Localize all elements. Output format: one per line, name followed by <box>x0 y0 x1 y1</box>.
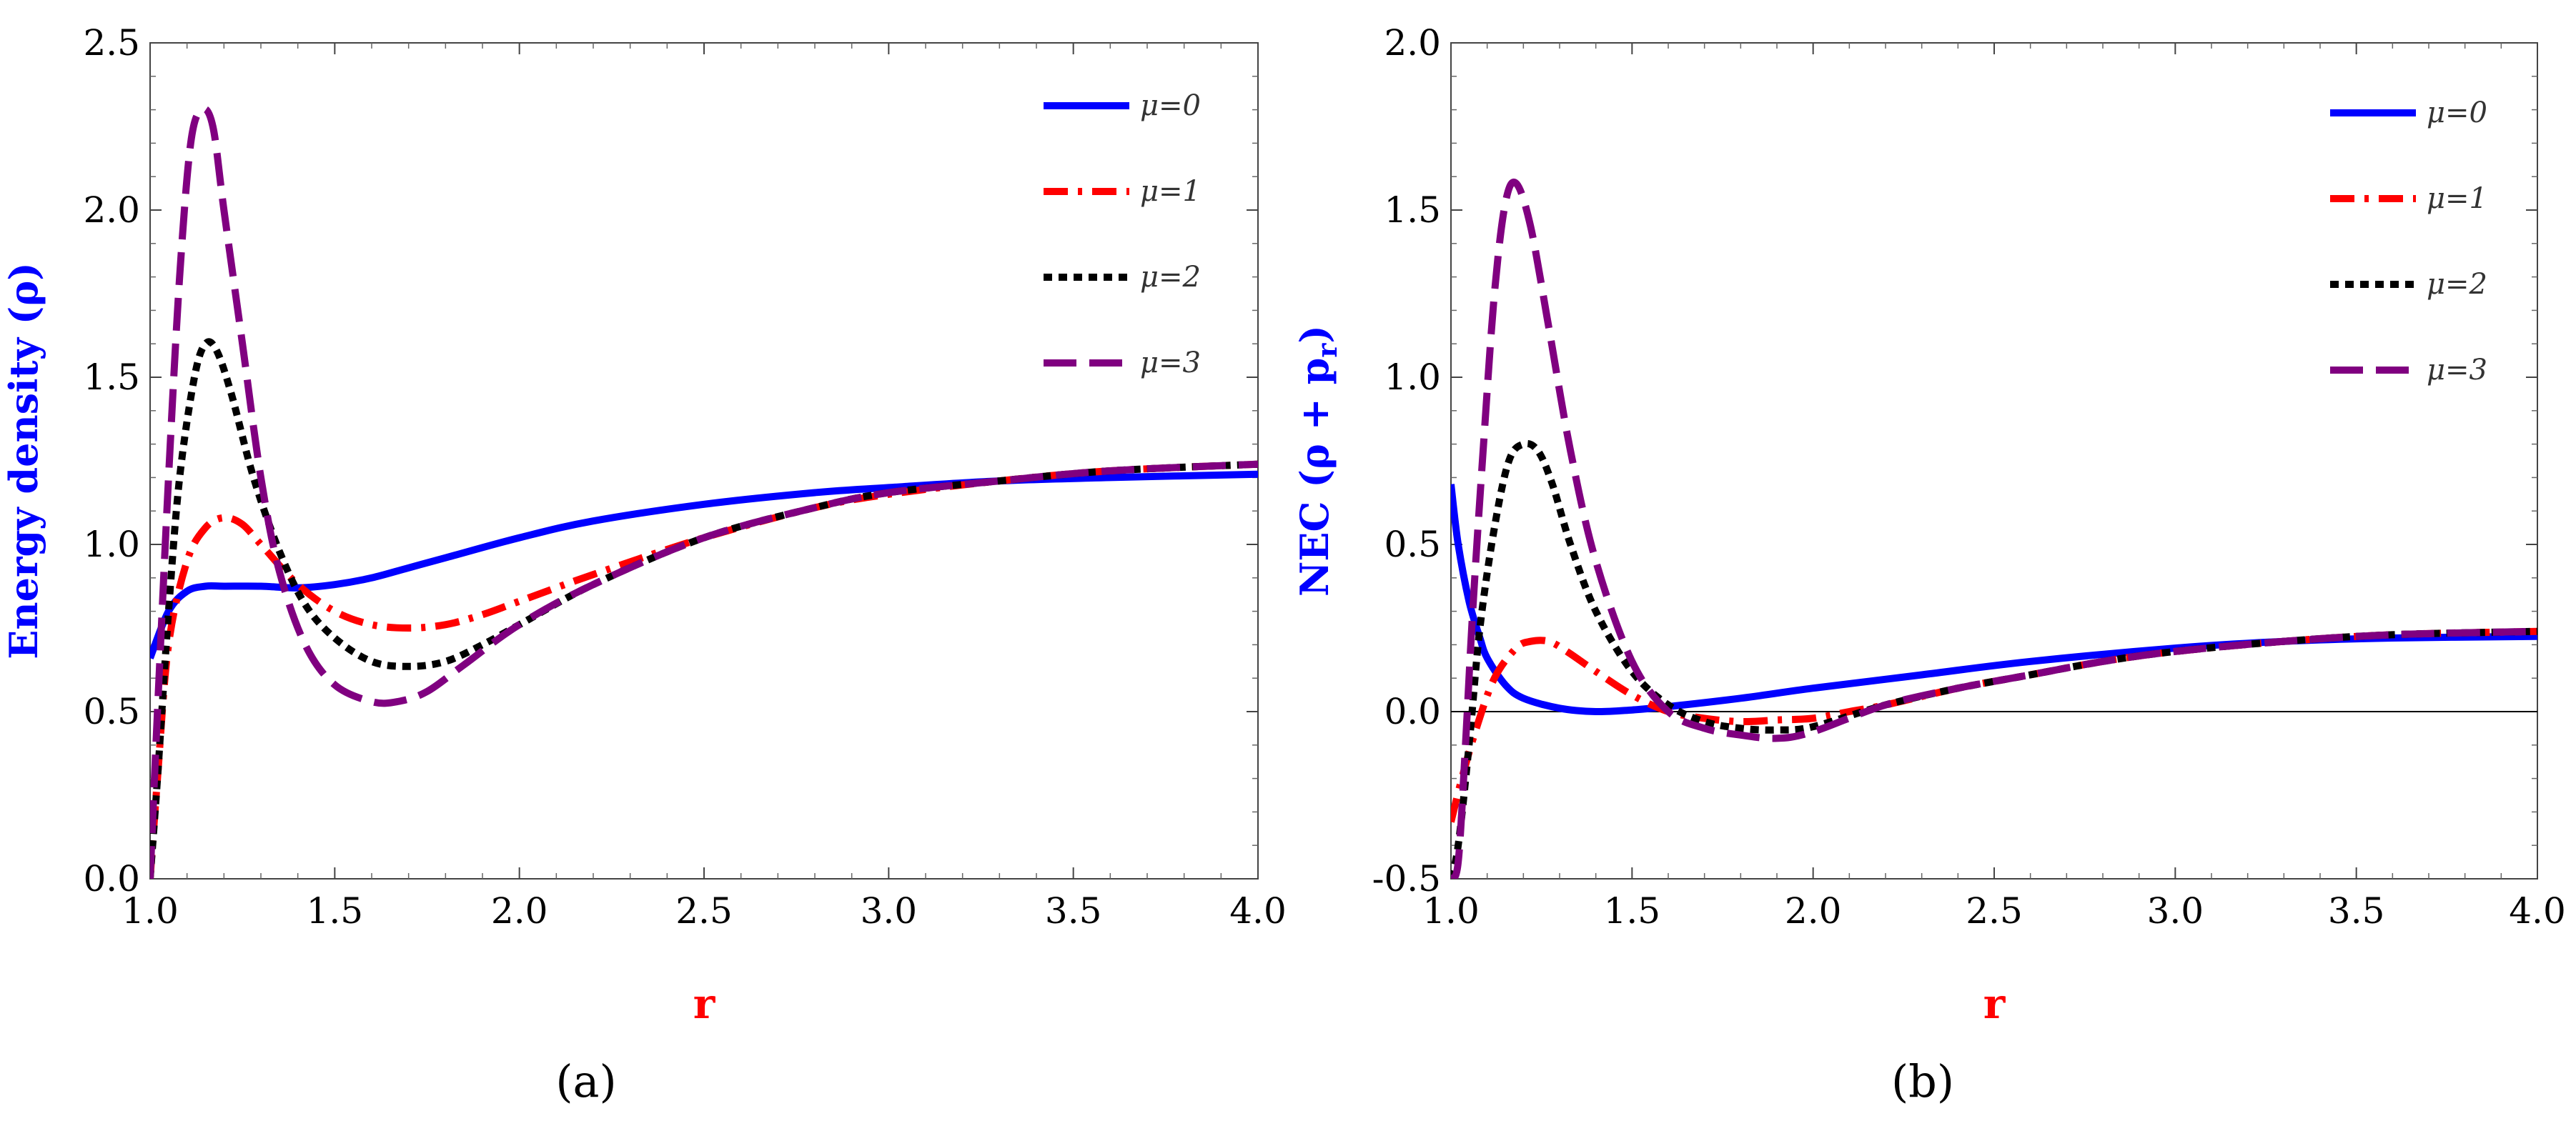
y-tick-label: 0.5 <box>83 691 140 732</box>
y-tick-label: -0.5 <box>1372 858 1441 900</box>
x-axis-title-a: r <box>693 980 716 1028</box>
legend-label-mu1: μ=1 <box>2427 182 2487 215</box>
panel-caption-a: (a) <box>555 1055 616 1107</box>
y-tick-label: 1.5 <box>1384 189 1441 231</box>
x-tick-label: 1.5 <box>1604 890 1661 932</box>
chart-panel-b: 1.0 1.5 2.0 2.5 3.0 3.5 4.0 -0.5 0.0 0.5 1.0 1.5 2.… <box>1292 22 2566 1107</box>
y-tick-label: 0.0 <box>1384 691 1441 732</box>
x-tick-label: 1.0 <box>1422 890 1480 932</box>
legend-b: μ=0 μ=1 μ=2 μ=3 <box>2330 96 2487 387</box>
y-tick-label: 0.5 <box>1384 524 1441 565</box>
y-tick-label: 2.0 <box>83 189 140 231</box>
x-tick-label: 2.0 <box>491 890 548 932</box>
x-tick-label: 4.0 <box>1229 890 1287 932</box>
legend-label-mu0: μ=0 <box>1140 89 1201 122</box>
x-tick-label: 1.5 <box>307 890 364 932</box>
x-tick-labels-a: 1.0 1.5 2.0 2.5 3.0 3.5 4.0 <box>122 890 1287 932</box>
x-tick-labels-b: 1.0 1.5 2.0 2.5 3.0 3.5 4.0 <box>1422 890 2566 932</box>
y-tick-labels-b: -0.5 0.0 0.5 1.0 1.5 2.0 <box>1372 22 1441 900</box>
y-tick-label: 1.5 <box>83 357 140 398</box>
panel-caption-b: (b) <box>1891 1055 1954 1107</box>
x-tick-label: 3.0 <box>861 890 918 932</box>
y-axis-title-b: NEC (ρ + pr) <box>1292 325 1343 597</box>
x-tick-label: 2.0 <box>1785 890 1842 932</box>
series-line-mu3 <box>150 105 1258 879</box>
x-tick-label: 1.0 <box>122 890 179 932</box>
y-tick-label: 2.5 <box>83 22 140 64</box>
chart-panel-a: 1.0 1.5 2.0 2.5 3.0 3.5 4.0 0.0 0.5 1.0 1.5 2.0 2.5… <box>1 22 1287 1107</box>
legend-label-mu3: μ=3 <box>2427 354 2487 387</box>
legend-label-mu2: μ=2 <box>1140 261 1201 294</box>
series-group-a <box>150 105 1258 879</box>
x-tick-label: 4.0 <box>2509 890 2566 932</box>
y-axis-title-a: Energy density (ρ) <box>1 262 46 659</box>
legend-label-mu3: μ=3 <box>1140 347 1201 379</box>
legend-label-mu1: μ=1 <box>1140 175 1201 208</box>
legend-label-mu0: μ=0 <box>2427 96 2487 129</box>
y-tick-label: 1.0 <box>1384 357 1441 398</box>
x-axis-title-b: r <box>1983 980 2006 1028</box>
y-tick-label: 0.0 <box>83 858 140 900</box>
series-group-b <box>1451 179 2537 879</box>
series-line-mu2 <box>1451 439 2537 879</box>
x-tick-label: 3.5 <box>1045 890 1102 932</box>
x-tick-label: 2.5 <box>675 890 733 932</box>
y-tick-labels-a: 0.0 0.5 1.0 1.5 2.0 2.5 <box>83 22 140 900</box>
series-line-mu3 <box>1451 179 2537 879</box>
major-ticks-a <box>149 42 1259 880</box>
x-tick-label: 3.0 <box>2147 890 2204 932</box>
x-tick-label: 3.5 <box>2328 890 2385 932</box>
y-tick-label: 2.0 <box>1384 22 1441 64</box>
legend-a: μ=0 μ=1 μ=2 μ=3 <box>1044 89 1201 379</box>
x-tick-label: 2.5 <box>1966 890 2023 932</box>
y-tick-label: 1.0 <box>83 524 140 565</box>
legend-label-mu2: μ=2 <box>2427 268 2487 301</box>
